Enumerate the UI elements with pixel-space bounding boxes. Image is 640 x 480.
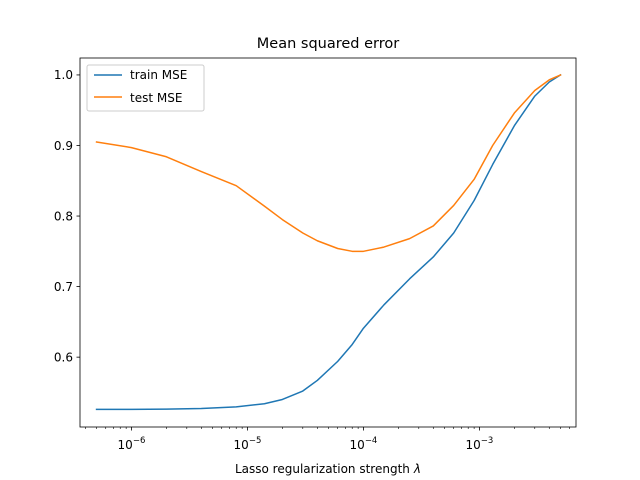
- x-tick-label: 10−4: [350, 436, 378, 452]
- x-tick-exponent: −6: [133, 436, 146, 446]
- x-tick-base: 10: [466, 438, 481, 452]
- x-axis-label: Lasso regularization strength λ: [235, 462, 421, 476]
- y-tick-label: 0.8: [54, 209, 73, 223]
- x-tick-base: 10: [350, 438, 365, 452]
- x-axis-label-symbol: λ: [413, 462, 421, 476]
- legend-box: [86, 64, 205, 112]
- x-tick-label: 10−3: [466, 436, 494, 452]
- x-axis-ticks: 10−6 10−5 10−4 10−3: [85, 427, 570, 452]
- x-tick-base: 10: [118, 438, 133, 452]
- x-tick-label: 10−6: [118, 436, 146, 452]
- series-layer: [95, 73, 562, 411]
- y-tick-label: 0.7: [54, 280, 73, 294]
- y-tick-label: 0.6: [54, 350, 73, 364]
- x-tick-exponent: −3: [481, 436, 494, 446]
- x-tick-label: 10−5: [234, 436, 262, 452]
- y-tick-label: 0.9: [54, 139, 73, 153]
- x-tick-exponent: −4: [365, 436, 378, 446]
- axes-frame: [79, 57, 577, 428]
- x-axis-label-text: Lasso regularization strength: [235, 462, 410, 476]
- legend-label-train: train MSE: [130, 68, 187, 82]
- legend-label-test: test MSE: [130, 91, 182, 105]
- series-line-test: [95, 73, 562, 253]
- plot-area: [79, 57, 577, 428]
- y-axis-ticks: 0.6 0.7 0.8 0.9 1.0: [54, 68, 80, 364]
- y-tick-label: 1.0: [54, 68, 73, 82]
- x-tick-base: 10: [234, 438, 249, 452]
- series-line-train: [95, 73, 562, 411]
- chart-title: Mean squared error: [257, 36, 399, 52]
- x-tick-exponent: −5: [249, 436, 262, 446]
- legend: train MSE test MSE: [86, 64, 205, 112]
